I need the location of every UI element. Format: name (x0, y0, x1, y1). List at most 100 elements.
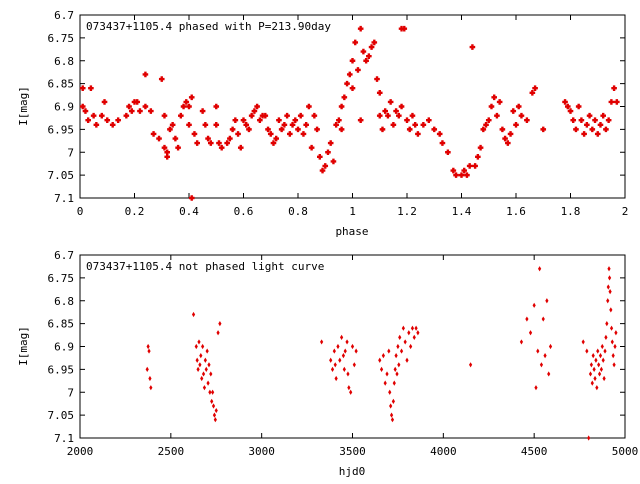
chart-title-unphased: 073437+1105.4 not phased light curve (86, 260, 324, 273)
data-point-phased (167, 126, 173, 133)
data-point-phased (333, 122, 339, 128)
data-point-phased (600, 112, 606, 119)
x-tick-label: 0.2 (125, 205, 145, 218)
data-point-phased (589, 126, 596, 133)
data-point-phased (164, 149, 170, 156)
data-point-unphased (545, 298, 549, 304)
data-point-phased (346, 71, 353, 78)
data-point-phased (169, 122, 176, 128)
data-point-phased (472, 163, 478, 169)
data-point-phased (480, 126, 487, 133)
tick-group-phased: 0 0.2 0.4 0.6 0.8 1 1.2 1.4 1.6 1.8 2 6.7 6.75 6.8 6.8… (48, 9, 629, 218)
data-point-unphased (407, 330, 411, 336)
data-point-unphased (392, 380, 396, 386)
data-point-unphased (387, 348, 391, 354)
data-point-unphased (197, 339, 201, 345)
data-point-unphased (597, 362, 601, 368)
data-point-phased (357, 25, 364, 32)
data-point-phased (287, 131, 293, 137)
x-tick-label: 1 (349, 205, 356, 218)
x-tick-label: 5000 (612, 445, 639, 458)
data-point-phased (137, 108, 143, 114)
data-point-phased (357, 117, 364, 124)
data-point-phased (330, 158, 337, 165)
data-point-phased (172, 135, 179, 142)
data-point-unphased (378, 357, 382, 363)
chart-title-phased: 073437+1105.4 phased with P=213.90day (86, 20, 331, 33)
data-point-phased (453, 172, 459, 178)
data-point-phased (134, 99, 141, 105)
data-point-unphased (538, 266, 542, 272)
data-point-unphased (194, 343, 198, 350)
y-tick-label: 6.75 (48, 32, 75, 45)
x-axis-label-phased: phase (335, 225, 368, 238)
data-point-unphased (352, 362, 356, 368)
data-point-phased (374, 76, 380, 82)
data-point-unphased (214, 407, 218, 414)
data-point-unphased (597, 371, 602, 377)
data-point-phased (85, 117, 91, 124)
data-point-phased (308, 144, 315, 151)
data-point-unphased (606, 284, 610, 290)
data-point-unphased (598, 353, 603, 359)
data-point-phased (161, 144, 168, 151)
data-point-unphased (525, 316, 529, 322)
data-point-phased (156, 135, 162, 142)
y-tick-label: 7 (67, 386, 74, 399)
data-point-unphased (334, 375, 338, 382)
y-tick-label: 6.9 (54, 341, 74, 354)
data-point-phased (564, 103, 571, 110)
data-point-phased (581, 131, 587, 137)
data-point-unphased (548, 343, 553, 350)
data-point-phased (518, 112, 525, 119)
data-point-phased (379, 126, 386, 133)
data-point-phased (218, 144, 225, 151)
data-point-unphased (395, 371, 399, 377)
data-point-phased (178, 112, 184, 119)
data-point-unphased (338, 357, 342, 363)
data-point-phased (594, 131, 601, 137)
data-point-phased (161, 112, 168, 119)
data-point-unphased (381, 353, 385, 359)
data-point-phased (101, 99, 108, 105)
data-point-unphased (207, 362, 211, 368)
y-tick-label: 7.05 (48, 169, 75, 182)
data-point-phased (306, 103, 312, 110)
data-point-phased (592, 117, 598, 124)
data-point-unphased (528, 330, 533, 336)
data-point-unphased (611, 353, 615, 359)
y-axis-label-unphased: I[mag] (17, 326, 30, 366)
data-point-unphased (196, 366, 200, 372)
data-point-phased (584, 122, 590, 128)
data-point-phased (317, 154, 323, 160)
data-point-unphased (320, 339, 324, 345)
data-point-phased (327, 140, 334, 146)
y-tick-label: 6.7 (54, 9, 74, 22)
data-point-phased (191, 131, 198, 137)
x-tick-label: 2000 (67, 445, 94, 458)
data-point-unphased (147, 348, 151, 354)
data-point-phased (366, 53, 372, 59)
data-point-phased (295, 126, 301, 133)
data-point-phased (363, 57, 369, 64)
data-point-phased (483, 122, 489, 128)
data-point-unphased (585, 348, 589, 354)
data-point-phased (406, 126, 413, 133)
data-point-unphased (345, 339, 349, 345)
data-point-unphased (347, 385, 351, 391)
data-point-phased (251, 108, 258, 114)
data-point-phased (237, 144, 244, 151)
tick-group-unphased: 2000 2500 3000 3500 4000 4500 5000 6.7 6.75 6.8 6.… (48, 249, 639, 458)
y-tick-label: 7.05 (48, 409, 75, 422)
data-point-unphased (588, 371, 593, 377)
data-point-phased (199, 108, 206, 114)
data-point-phased (578, 117, 585, 124)
data-point-phased (297, 112, 304, 119)
data-point-phased (450, 167, 457, 174)
data-points-unphased (145, 266, 618, 441)
data-point-unphased (539, 362, 544, 368)
data-point-phased (575, 103, 582, 110)
data-point-unphased (343, 348, 347, 354)
